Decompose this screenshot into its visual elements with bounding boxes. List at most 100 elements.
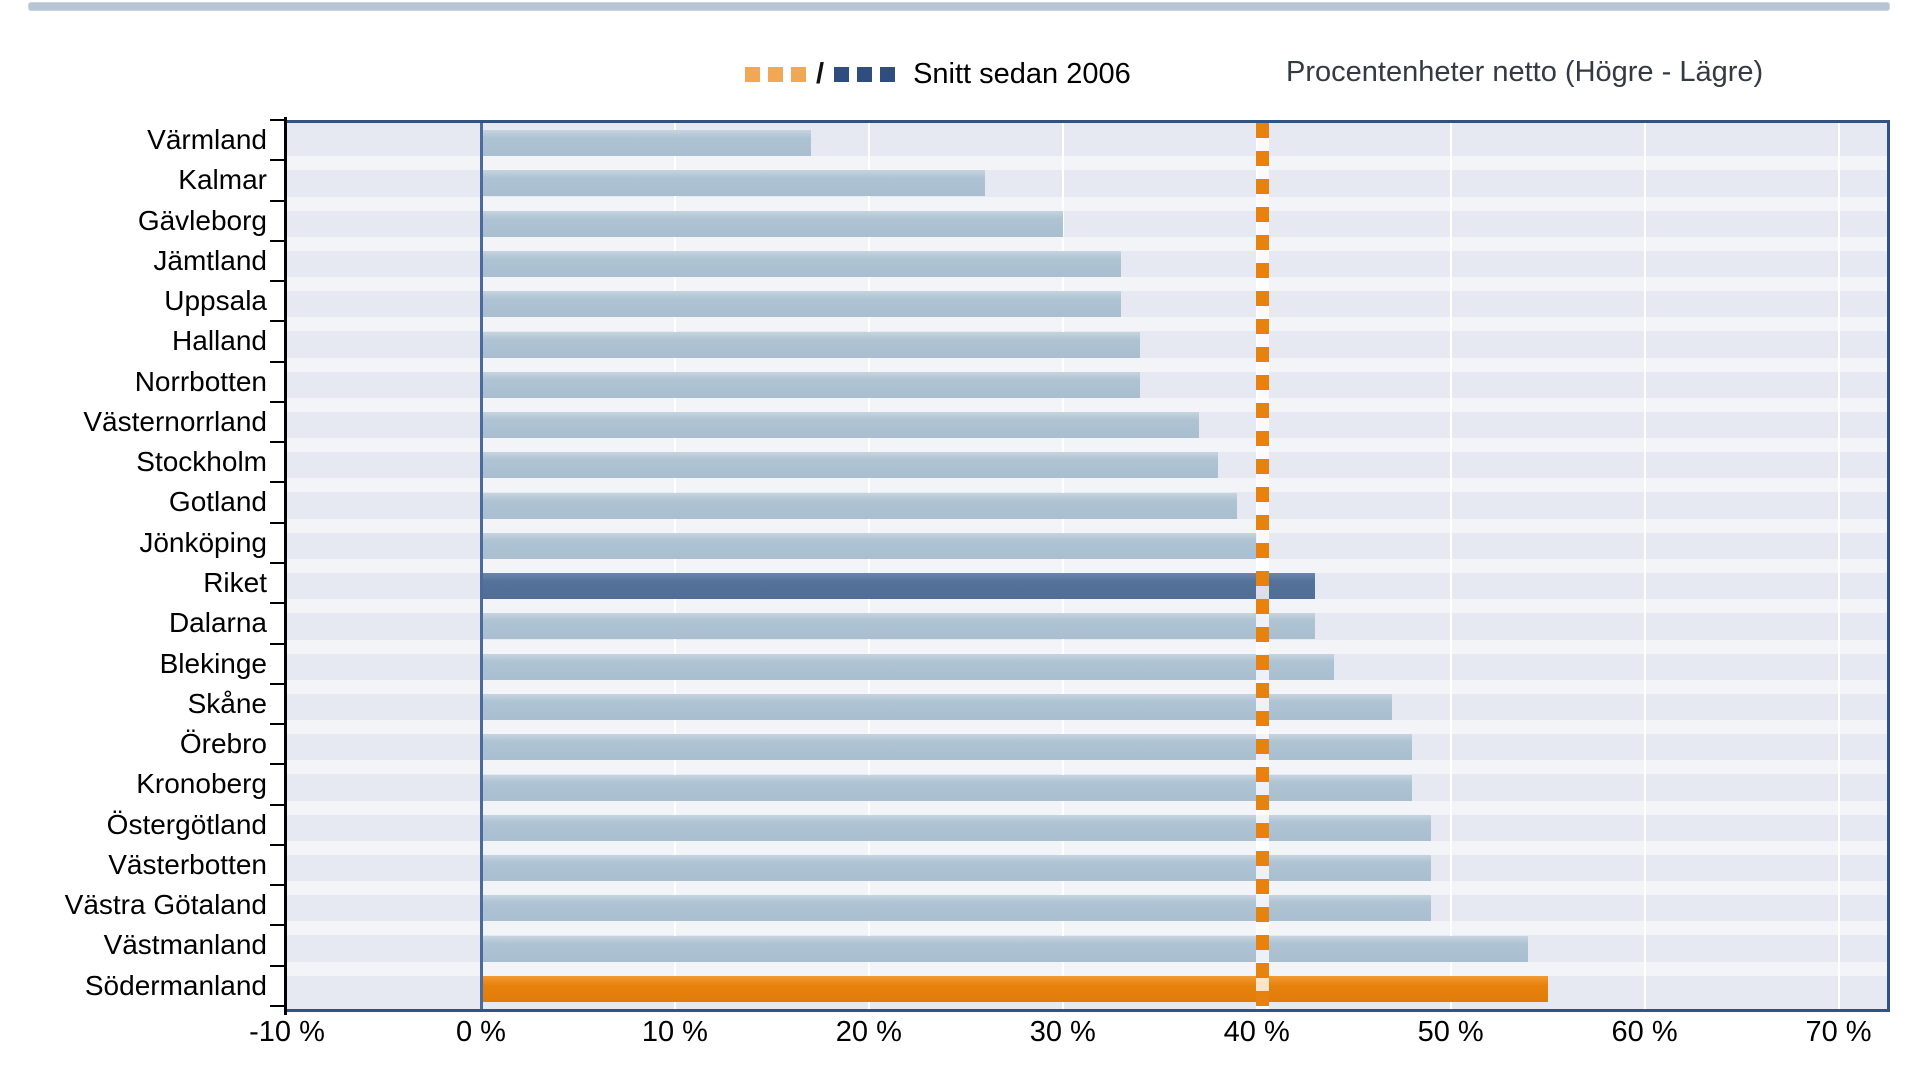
x-axis-label-20%: 20 % [835, 1016, 902, 1048]
row-gap-stripe [287, 679, 1887, 694]
row-gap-stripe [287, 720, 1887, 735]
row-gap-stripe [287, 559, 1887, 573]
y-axis-label-värmland: Värmland [147, 124, 267, 155]
row-gap-stripe [287, 236, 1887, 251]
y-axis-tick [270, 239, 287, 242]
chart-bar-halland [480, 331, 1141, 358]
y-axis-tick [270, 682, 287, 685]
y-axis-label-halland: Halland [172, 325, 267, 357]
chart-bar-stockholm [480, 452, 1218, 479]
x-axis-label-60%: 60 % [1611, 1016, 1678, 1048]
x-axis-label--10%: -10 % [249, 1016, 325, 1048]
y-axis-tick [270, 320, 287, 323]
x-axis-label-10%: 10 % [641, 1016, 708, 1048]
legend-orange-dash-icon [745, 66, 760, 82]
row-gap-stripe [287, 478, 1887, 493]
y-axis-tick [270, 642, 287, 645]
chart-legend: / Snitt sedan 2006 [745, 56, 1131, 92]
chart-bar-dalarna [480, 613, 1315, 640]
legend-orange-dash-icon [768, 66, 783, 82]
y-axis-label-jämtland: Jämtland [153, 244, 267, 276]
row-gap-stripe [287, 156, 1887, 171]
legend-navy-dash-icon [834, 66, 850, 82]
chart-bar-kronoberg [480, 774, 1412, 801]
y-axis-label-södermanland: Södermanland [84, 969, 267, 1001]
y-axis-label-kronoberg: Kronoberg [136, 768, 267, 800]
y-axis-tick [270, 1005, 287, 1007]
y-axis-tick [270, 602, 287, 605]
y-axis-line [284, 117, 287, 1015]
row-gap-stripe [287, 397, 1887, 412]
chart-bar-värmland [480, 130, 811, 157]
reference-line-snitt [1256, 123, 1269, 1009]
y-axis-label-dalarna: Dalarna [168, 607, 267, 639]
chart-bar-skåne [480, 693, 1393, 720]
y-axis-tick [270, 481, 287, 484]
chart-bar-gävleborg [480, 210, 1063, 237]
y-axis-tick [270, 884, 287, 887]
chart-bar-uppsala [480, 291, 1121, 318]
chart-bar-jämtland [480, 250, 1121, 277]
y-axis-label-stockholm: Stockholm [136, 446, 267, 478]
chart-bar-västra-götaland [480, 895, 1432, 922]
y-axis-label-västernorrland: Västernorrland [83, 405, 267, 437]
y-axis-tick [270, 119, 287, 121]
y-axis-tick [270, 199, 287, 202]
gridline-60 [1643, 123, 1646, 1009]
y-axis-tick [270, 843, 287, 846]
row-gap-stripe [287, 961, 1887, 976]
y-axis-label-norrbotten: Norrbotten [134, 365, 267, 397]
x-axis-label-50%: 50 % [1417, 1016, 1484, 1048]
y-axis-tick [270, 360, 287, 363]
row-gap-stripe [287, 840, 1887, 855]
row-gap-stripe [287, 599, 1887, 614]
chart-bar-östergötland [480, 814, 1432, 841]
y-axis-label-blekinge: Blekinge [159, 647, 267, 679]
y-axis-label-gävleborg: Gävleborg [137, 204, 267, 236]
legend-navy-dash-icon [857, 66, 873, 82]
legend-orange-dash-icon [791, 66, 806, 82]
row-gap-stripe [287, 800, 1887, 815]
axis-title: Procentenheter netto (Högre - Lägre) [1286, 56, 1764, 88]
chart-bar-kalmar [480, 170, 986, 197]
y-axis-label-örebro: Örebro [179, 728, 267, 760]
row-gap-stripe [287, 760, 1887, 775]
y-axis-tick [270, 280, 287, 283]
chart-bar-västerbotten [480, 855, 1432, 882]
chart-bar-blekinge [480, 653, 1335, 680]
y-axis-tick [270, 924, 287, 927]
y-axis-tick [270, 723, 287, 726]
legend-separator: / [816, 57, 825, 90]
gridline-10 [673, 123, 676, 1009]
y-axis-label-västra-götaland: Västra Götaland [64, 889, 267, 921]
y-axis-tick [270, 400, 287, 403]
y-axis-label-skåne: Skåne [187, 687, 267, 719]
chart-bar-jönköping [480, 532, 1257, 559]
chart-bar-gotland [480, 492, 1238, 519]
plot-area [287, 120, 1890, 1012]
chart-bar-norrbotten [480, 371, 1141, 398]
y-axis-tick [270, 441, 287, 444]
x-axis-label-40%: 40 % [1223, 1016, 1290, 1048]
gridline-30 [1061, 123, 1064, 1009]
row-gap-stripe [287, 317, 1887, 332]
y-axis-tick [270, 803, 287, 806]
gridline-50 [1449, 123, 1452, 1009]
x-axis-label-0%: 0 % [455, 1016, 506, 1048]
chart-bar-riket [480, 573, 1315, 600]
y-axis-label-västmanland: Västmanland [103, 929, 267, 961]
row-gap-stripe [287, 196, 1887, 211]
x-axis-label-70%: 70 % [1805, 1016, 1872, 1048]
y-axis-label-riket: Riket [203, 567, 267, 598]
y-axis-tick [270, 763, 287, 766]
zero-axis-line [479, 123, 483, 1009]
chart-bar-södermanland [480, 975, 1548, 1002]
row-gap-stripe [287, 518, 1887, 533]
row-gap-stripe [287, 921, 1887, 936]
x-axis-label-30%: 30 % [1029, 1016, 1096, 1048]
y-axis-label-västerbotten: Västerbotten [108, 848, 267, 880]
y-axis-tick [270, 159, 287, 162]
y-axis-label-gotland: Gotland [168, 486, 267, 518]
row-gap-stripe [287, 438, 1887, 453]
